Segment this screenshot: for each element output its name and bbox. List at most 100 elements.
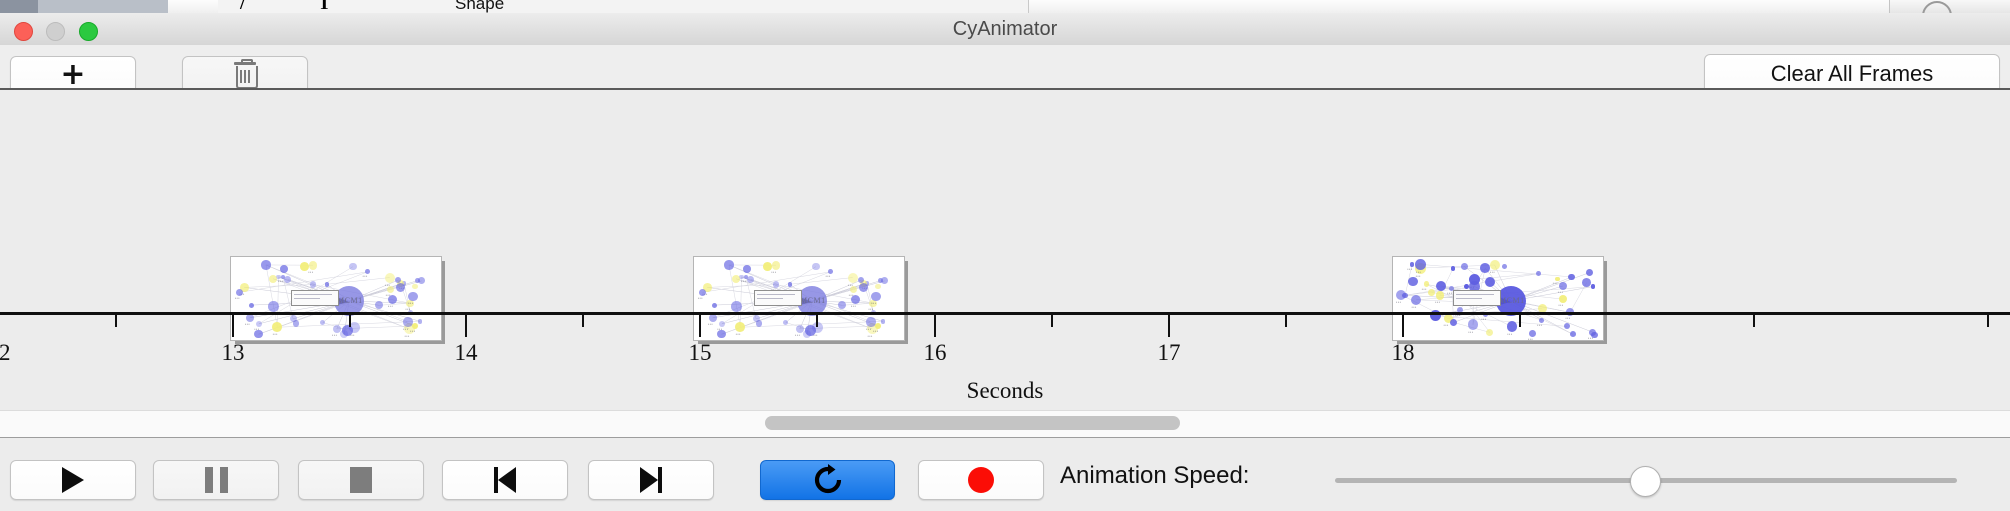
network-node — [812, 263, 819, 270]
play-button[interactable] — [10, 460, 136, 500]
network-node-label: ••• — [403, 327, 408, 331]
network-node-label: ••• — [408, 301, 413, 305]
network-node — [881, 319, 885, 323]
axis-tick-label: 14 — [455, 340, 478, 366]
network-node-label: ••• — [825, 274, 830, 278]
title-bar: CyAnimator — [0, 13, 2010, 46]
horizontal-scrollbar-thumb[interactable] — [765, 416, 1180, 430]
next-frame-button[interactable] — [588, 460, 714, 500]
axis-tick-label: 18 — [1392, 340, 1415, 366]
stop-button[interactable] — [298, 460, 424, 500]
thumbnail-canvas: ••••••••••••••••••••••••••••••••••••••••… — [1392, 256, 1604, 341]
network-node-label: ••• — [1407, 267, 1412, 271]
timeline-frame-thumbnail[interactable]: ••••••••••••••••••••••••••••••••••••••••… — [230, 256, 445, 344]
axis-tick-major — [232, 315, 234, 337]
axis-tick-major — [1168, 315, 1170, 337]
network-node-label: ••• — [1565, 316, 1570, 320]
network-node — [878, 278, 883, 283]
timeline-frame-thumbnail[interactable]: ••••••••••••••••••••••••••••••••••••••••… — [693, 256, 908, 344]
axis-tick-minor — [1987, 315, 1989, 327]
network-node — [850, 286, 857, 293]
network-node — [418, 319, 422, 323]
network-node — [1461, 263, 1468, 270]
network-node-label: ••• — [245, 322, 250, 326]
network-node-label: ••• — [1490, 270, 1495, 274]
network-node — [280, 265, 288, 273]
timeline-frame-thumbnail[interactable]: ••••••••••••••••••••••••••••••••••••••••… — [1392, 256, 1607, 344]
network-node — [1490, 260, 1500, 270]
network-node — [709, 314, 717, 322]
network-node — [1568, 274, 1575, 281]
network-node — [1591, 332, 1597, 338]
axis-tick-major — [1402, 315, 1404, 337]
animation-speed-label: Animation Speed: — [1060, 462, 1249, 490]
network-node — [712, 303, 717, 308]
network-node — [859, 283, 868, 292]
network-node — [1408, 277, 1417, 286]
axis-tick-label: 15 — [689, 340, 712, 366]
network-node-label: ••• — [708, 322, 713, 326]
network-node-label: ••• — [698, 296, 703, 300]
network-node — [254, 330, 262, 338]
network-node — [1402, 293, 1407, 298]
network-hub-label: MCM1 — [800, 296, 826, 305]
network-annotation-line — [294, 294, 332, 295]
network-node — [805, 325, 816, 336]
network-node — [1570, 331, 1576, 337]
network-annotation-line — [757, 298, 783, 299]
network-node — [408, 292, 417, 301]
network-node-label: ••• — [795, 333, 800, 337]
stop-icon — [350, 467, 372, 493]
network-node — [309, 261, 318, 270]
skip-back-icon — [494, 467, 516, 493]
axis-tick-label: 13 — [222, 340, 245, 366]
network-node — [717, 330, 725, 338]
pause-icon — [205, 467, 228, 493]
network-node-label: ••• — [1411, 305, 1416, 309]
window-title: CyAnimator — [0, 13, 2010, 45]
network-node-label: ••• — [1447, 291, 1452, 295]
axis-tick-major — [465, 315, 467, 337]
network-node-label: ••• — [272, 332, 277, 336]
loop-button[interactable] — [760, 460, 895, 500]
record-icon — [968, 467, 994, 493]
timeline-panel[interactable]: ••••••••••••••••••••••••••••••••••••••••… — [0, 90, 2010, 410]
network-node — [333, 325, 341, 333]
network-node — [284, 276, 291, 283]
network-node-label: ••• — [741, 279, 746, 283]
network-node-label: ••• — [1537, 323, 1542, 327]
axis-tick-minor — [816, 315, 818, 327]
network-node-label: ••• — [332, 333, 337, 337]
network-node — [412, 284, 418, 290]
network-node-label: ••• — [1558, 303, 1563, 307]
trash-icon — [234, 62, 256, 88]
axis-tick-label: 17 — [1158, 340, 1181, 366]
network-node-label: ••• — [410, 329, 415, 333]
network-node-label: ••• — [1396, 300, 1401, 304]
previous-frame-button[interactable] — [442, 460, 568, 500]
network-node-label: ••• — [308, 270, 313, 274]
network-node — [236, 289, 243, 296]
network-node — [246, 314, 254, 322]
animation-speed-slider-thumb[interactable] — [1630, 466, 1661, 497]
axis-tick-minor — [1051, 315, 1053, 327]
network-hub-label: MCM1 — [1499, 296, 1525, 305]
network-node-label: ••• — [1416, 270, 1421, 274]
pause-button[interactable] — [153, 460, 279, 500]
network-node — [772, 261, 781, 270]
network-node — [699, 289, 706, 296]
network-node-label: ••• — [1443, 323, 1448, 327]
network-node-label: ••• — [1481, 317, 1486, 321]
network-node-label: ••• — [866, 327, 871, 331]
network-node — [1502, 264, 1507, 269]
network-node — [261, 260, 270, 269]
network-node-label: ••• — [278, 279, 283, 283]
axis-tick-minor — [1285, 315, 1287, 327]
network-hub-label: MCM1 — [337, 296, 363, 305]
network-node — [731, 301, 742, 312]
axis-tick-minor — [349, 315, 351, 327]
record-button[interactable] — [918, 460, 1044, 500]
network-node — [249, 303, 254, 308]
network-node-label: ••• — [1558, 290, 1563, 294]
network-node — [415, 278, 420, 283]
